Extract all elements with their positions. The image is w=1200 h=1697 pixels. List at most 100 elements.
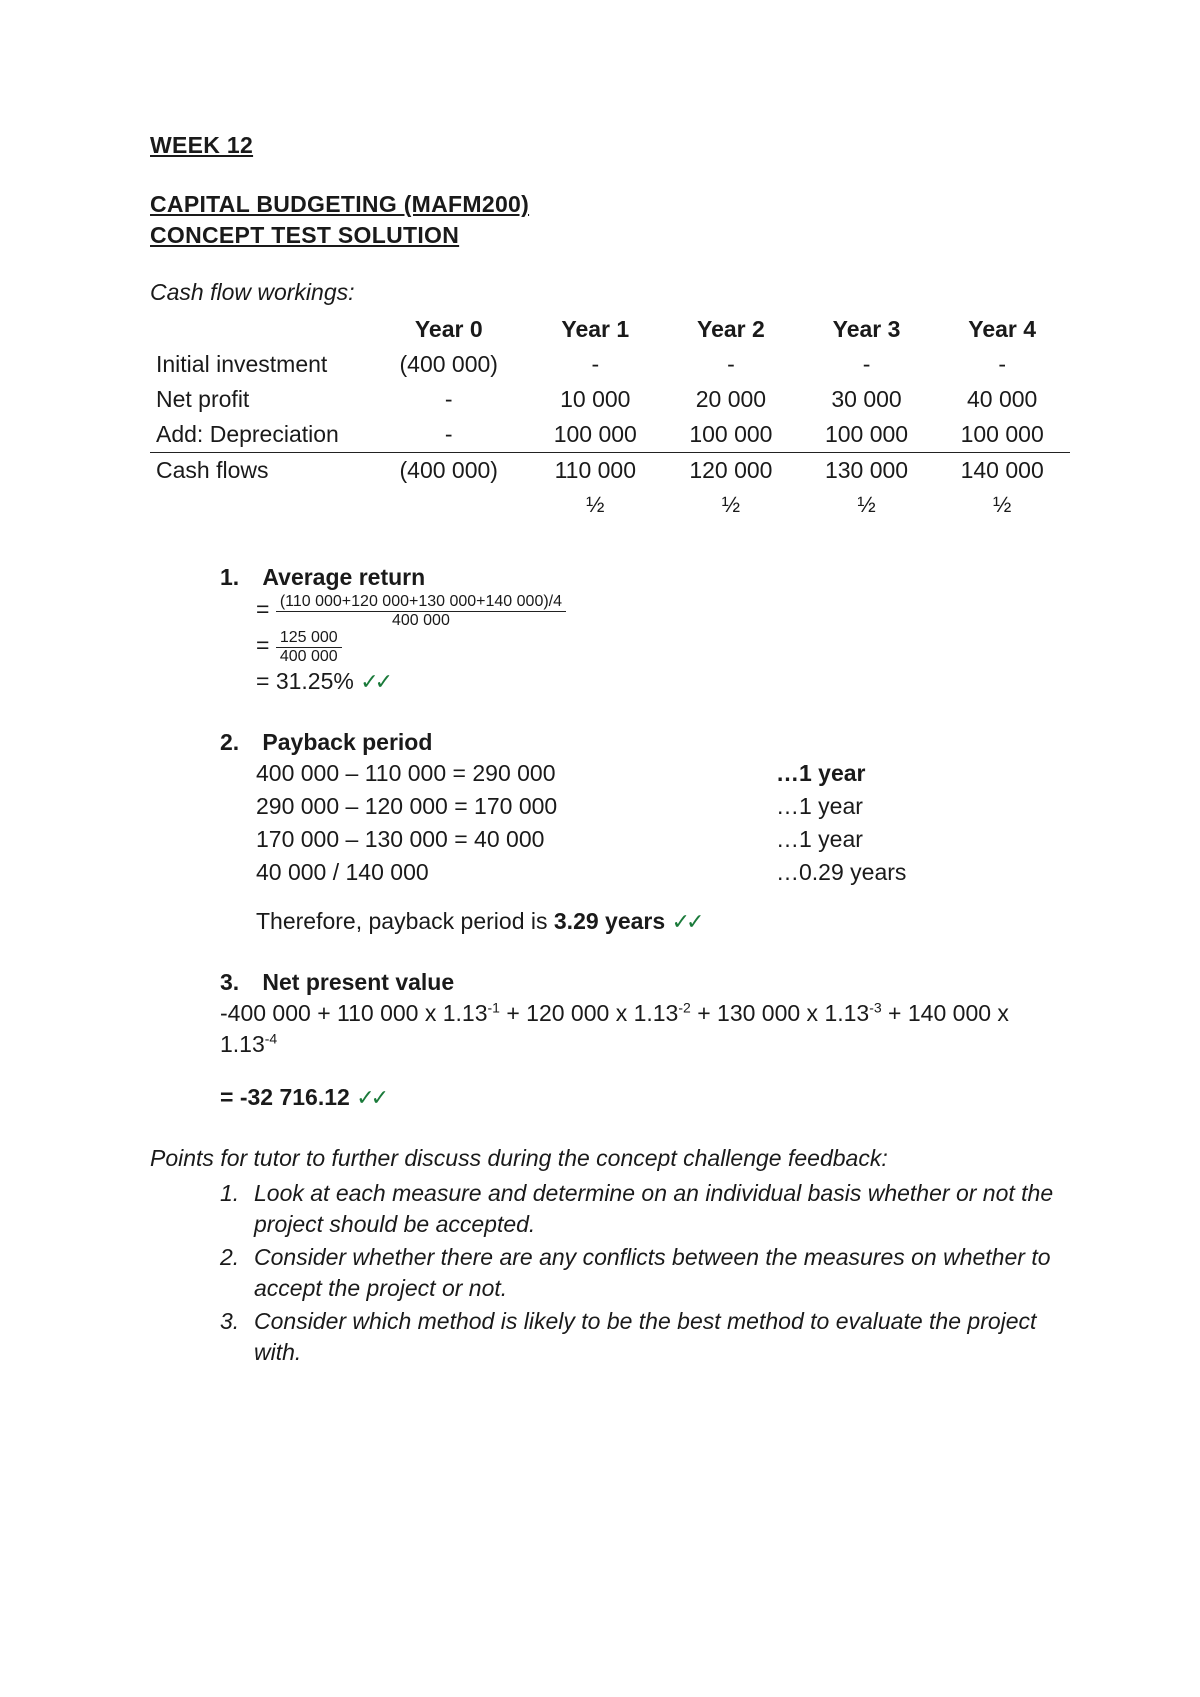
- row-half-marks: ½ ½ ½ ½: [150, 488, 1070, 522]
- row-cash-flows: Cash flows (400 000) 110 000 120 000 130…: [150, 453, 1070, 489]
- q1-result-line: = 31.25% ✓✓: [256, 666, 1070, 697]
- q2-therefore-value: 3.29 years: [554, 908, 665, 934]
- payback-calc: 170 000 – 130 000 = 40 000: [256, 824, 676, 855]
- header-year2: Year 2: [663, 312, 799, 347]
- q3-result-line: = -32 716.12 ✓✓: [220, 1082, 1070, 1113]
- payback-calc: 400 000 – 110 000 = 290 000: [256, 758, 676, 789]
- cell: ½: [663, 488, 799, 522]
- cell: -: [934, 347, 1070, 382]
- checkmark-icon: ✓✓: [360, 669, 389, 694]
- header-empty: [150, 312, 370, 347]
- point-number: 3.: [220, 1306, 254, 1368]
- q1-frac2: 125 000 400 000: [276, 629, 342, 665]
- tutor-points-intro: Points for tutor to further discuss duri…: [150, 1143, 1070, 1174]
- row-depreciation: Add: Depreciation - 100 000 100 000 100 …: [150, 417, 1070, 453]
- q1-frac2-den: 400 000: [276, 648, 342, 666]
- point-number: 1.: [220, 1178, 254, 1240]
- table-header-row: Year 0 Year 1 Year 2 Year 3 Year 4: [150, 312, 1070, 347]
- row-label: Net profit: [150, 382, 370, 417]
- cell: ½: [527, 488, 663, 522]
- payback-years: …1 year: [776, 824, 976, 855]
- cell: ½: [934, 488, 1070, 522]
- q1-frac2-line: = 125 000 400 000: [256, 629, 1070, 665]
- payback-calc: 290 000 – 120 000 = 170 000: [256, 791, 676, 822]
- q3-npv: 3. Net present value -400 000 + 110 000 …: [220, 967, 1070, 1113]
- npv-text: -400 000 + 110 000 x 1.13: [220, 1000, 488, 1026]
- cell: 30 000: [799, 382, 935, 417]
- payback-years: …0.29 years: [776, 857, 976, 888]
- q2-payback-period: 2. Payback period 400 000 – 110 000 = 29…: [220, 727, 1070, 937]
- point-text: Consider which method is likely to be th…: [254, 1306, 1070, 1368]
- payback-calc: 40 000 / 140 000: [256, 857, 676, 888]
- week-heading: WEEK 12: [150, 130, 1070, 161]
- cell: [150, 488, 370, 522]
- row-label: Add: Depreciation: [150, 417, 370, 453]
- tutor-points-list: 1. Look at each measure and determine on…: [220, 1178, 1070, 1368]
- cell: 20 000: [663, 382, 799, 417]
- header-year1: Year 1: [527, 312, 663, 347]
- cell: 100 000: [663, 417, 799, 453]
- q1-frac1-den: 400 000: [276, 612, 566, 630]
- checkmark-icon: ✓✓: [672, 909, 701, 934]
- cell: (400 000): [370, 347, 527, 382]
- cell: 140 000: [934, 453, 1070, 489]
- cell: -: [663, 347, 799, 382]
- q1-title: Average return: [262, 564, 425, 590]
- cell: 100 000: [799, 417, 935, 453]
- cell: 130 000: [799, 453, 935, 489]
- q2-therefore: Therefore, payback period is 3.29 years …: [256, 906, 1070, 937]
- q1-result: = 31.25%: [256, 668, 354, 694]
- q2-title: Payback period: [262, 729, 432, 755]
- q1-number: 1.: [220, 562, 256, 593]
- q1-frac2-num: 125 000: [276, 629, 342, 648]
- q2-therefore-text: Therefore, payback period is: [256, 908, 554, 934]
- questions-list: 1. Average return = (110 000+120 000+130…: [220, 562, 1070, 1113]
- cell: -: [527, 347, 663, 382]
- row-initial-investment: Initial investment (400 000) - - - -: [150, 347, 1070, 382]
- point-text: Consider whether there are any conflicts…: [254, 1242, 1070, 1304]
- cell: -: [370, 382, 527, 417]
- point-number: 2.: [220, 1242, 254, 1304]
- tutor-point-2: 2. Consider whether there are any confli…: [220, 1242, 1070, 1304]
- npv-text: + 120 000 x 1.13: [500, 1000, 678, 1026]
- q1-frac1-line: = (110 000+120 000+130 000+140 000)/4 40…: [256, 593, 1070, 629]
- tutor-point-1: 1. Look at each measure and determine on…: [220, 1178, 1070, 1240]
- cashflow-table: Year 0 Year 1 Year 2 Year 3 Year 4 Initi…: [150, 312, 1070, 522]
- doc-title: CAPITAL BUDGETING (MAFM200): [150, 189, 1070, 220]
- cell: 40 000: [934, 382, 1070, 417]
- q3-expression: -400 000 + 110 000 x 1.13-1 + 120 000 x …: [220, 998, 1070, 1029]
- header-year4: Year 4: [934, 312, 1070, 347]
- payback-grid: 400 000 – 110 000 = 290 000 …1 year 290 …: [256, 758, 1070, 888]
- cell: ½: [799, 488, 935, 522]
- cell: 110 000: [527, 453, 663, 489]
- q3-title: Net present value: [262, 969, 454, 995]
- npv-sup: -4: [265, 1030, 277, 1046]
- row-label: Initial investment: [150, 347, 370, 382]
- npv-text: + 140 000 x: [882, 1000, 1009, 1026]
- payback-years: …1 year: [776, 791, 976, 822]
- point-text: Look at each measure and determine on an…: [254, 1178, 1070, 1240]
- cell: 120 000: [663, 453, 799, 489]
- q1-average-return: 1. Average return = (110 000+120 000+130…: [220, 562, 1070, 696]
- cashflow-workings-label: Cash flow workings:: [150, 277, 1070, 308]
- cell: [370, 488, 527, 522]
- q3-expression-line2: 1.13-4: [220, 1029, 1070, 1060]
- npv-sup: -1: [488, 999, 500, 1015]
- row-label: Cash flows: [150, 453, 370, 489]
- q2-number: 2.: [220, 727, 256, 758]
- npv-text: 1.13: [220, 1031, 265, 1057]
- q3-result: = -32 716.12: [220, 1084, 350, 1110]
- q1-frac1-num: (110 000+120 000+130 000+140 000)/4: [276, 593, 566, 612]
- header-year3: Year 3: [799, 312, 935, 347]
- doc-subtitle: CONCEPT TEST SOLUTION: [150, 220, 1070, 251]
- q3-number: 3.: [220, 967, 256, 998]
- npv-sup: -2: [678, 999, 690, 1015]
- row-net-profit: Net profit - 10 000 20 000 30 000 40 000: [150, 382, 1070, 417]
- q1-frac1: (110 000+120 000+130 000+140 000)/4 400 …: [276, 593, 566, 629]
- cell: 10 000: [527, 382, 663, 417]
- cell: -: [799, 347, 935, 382]
- cell: 100 000: [527, 417, 663, 453]
- checkmark-icon: ✓✓: [356, 1085, 385, 1110]
- cell: 100 000: [934, 417, 1070, 453]
- header-year0: Year 0: [370, 312, 527, 347]
